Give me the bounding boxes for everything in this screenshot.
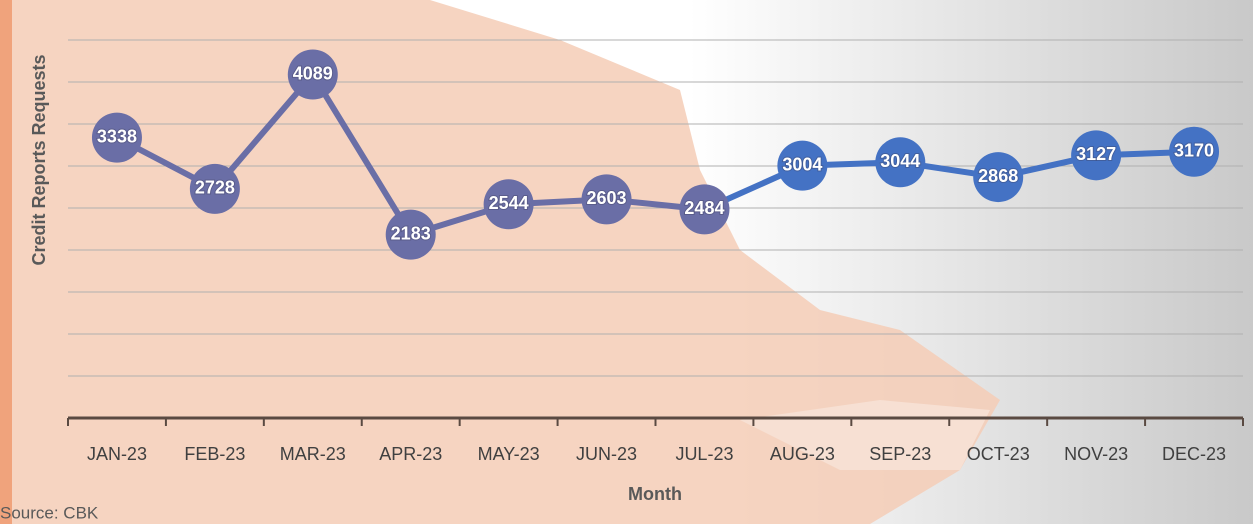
marker: [287, 49, 338, 100]
x-tick-label: AUG-23: [770, 444, 835, 464]
x-tick-label: MAR-23: [280, 444, 346, 464]
data-label: 2183: [391, 223, 431, 243]
x-tick-label: JUN-23: [576, 444, 637, 464]
x-tick-label: DEC-23: [1162, 444, 1226, 464]
x-tick-label: SEP-23: [869, 444, 931, 464]
data-label: 3170: [1174, 140, 1214, 160]
marker: [679, 184, 730, 235]
x-tick-label: MAY-23: [478, 444, 540, 464]
map-shape: [0, 0, 1000, 524]
x-tick-label: NOV-23: [1064, 444, 1128, 464]
marker: [973, 152, 1024, 203]
marker: [1071, 130, 1122, 181]
x-tick-label: OCT-23: [967, 444, 1030, 464]
x-tick-label: FEB-23: [184, 444, 245, 464]
marker: [777, 140, 828, 191]
x-tick-label: JUL-23: [675, 444, 733, 464]
marker: [483, 179, 534, 230]
data-label: 3044: [880, 151, 920, 171]
data-label: 4089: [293, 63, 333, 83]
x-tick-label: JAN-23: [87, 444, 147, 464]
data-label: 3338: [97, 126, 137, 146]
data-label: 2544: [489, 193, 529, 213]
marker: [875, 137, 926, 188]
marker: [189, 163, 240, 214]
marker: [1169, 126, 1220, 177]
data-label: 2728: [195, 178, 235, 198]
data-label: 2484: [684, 198, 724, 218]
data-label: 3127: [1076, 144, 1116, 164]
left-band: [0, 0, 12, 524]
x-tick-label: APR-23: [379, 444, 442, 464]
marker: [91, 112, 142, 163]
y-axis-title: Credit Reports Requests: [29, 54, 49, 265]
x-axis-title: Month: [628, 484, 682, 504]
data-label: 2868: [978, 166, 1018, 186]
data-label: 2603: [587, 188, 627, 208]
source: Source: CBK: [0, 503, 99, 522]
marker: [385, 209, 436, 260]
marker: [581, 174, 632, 225]
data-label: 3004: [782, 154, 822, 174]
